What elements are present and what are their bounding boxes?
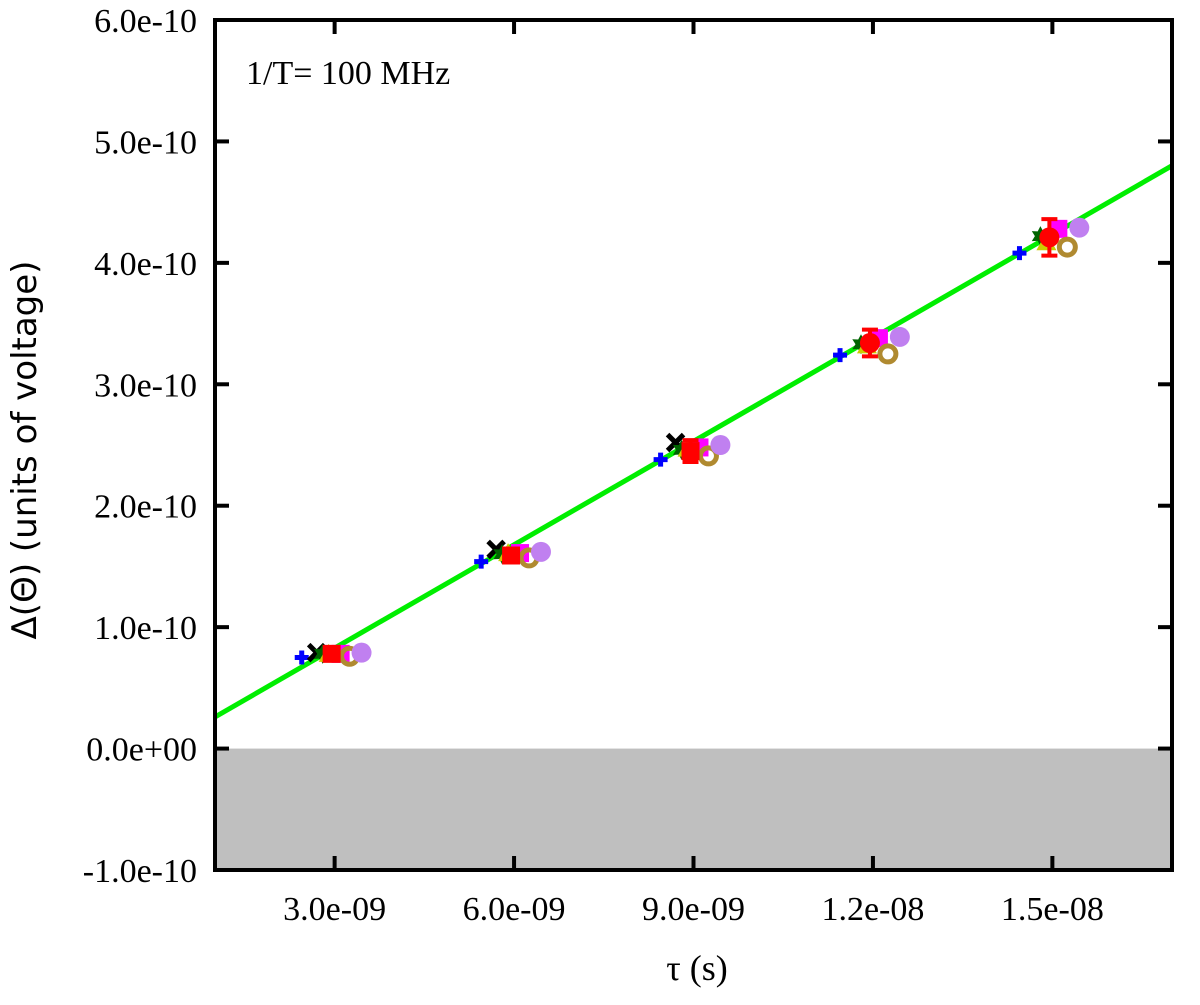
data-point-square-errorbar xyxy=(502,546,521,565)
data-point-circle xyxy=(889,326,910,347)
data-point-square-errorbar xyxy=(322,644,341,663)
x-axis-label: τ (s) xyxy=(666,948,727,988)
y-tick-label: 6.0e-10 xyxy=(94,3,197,40)
data-point-circle xyxy=(1069,217,1090,238)
data-point-plus xyxy=(474,554,489,569)
data-point-plus xyxy=(653,452,668,467)
data-point-square-errorbar xyxy=(681,442,700,461)
y-tick-label: -1.0e-10 xyxy=(83,853,197,890)
x-tick-label: 1.5e-08 xyxy=(1001,891,1104,928)
data-point-open-circle xyxy=(877,343,899,365)
y-tick-label: 0.0e+00 xyxy=(86,732,197,769)
x-tick-label: 1.2e-08 xyxy=(821,891,924,928)
y-tick-label: 2.0e-10 xyxy=(94,489,197,526)
data-point-plus xyxy=(833,348,848,363)
frequency-annotation: 1/T= 100 MHz xyxy=(246,55,450,92)
x-tick-label: 9.0e-09 xyxy=(642,891,745,928)
data-point-square-errorbar xyxy=(1039,227,1060,248)
y-tick-label: 4.0e-10 xyxy=(94,246,197,283)
x-tick-label: 3.0e-09 xyxy=(283,891,386,928)
shaded-region xyxy=(215,748,1172,870)
data-point-circle xyxy=(351,642,372,663)
y-axis-label: Δ(Θ) (units of voltage) xyxy=(5,261,45,640)
data-point-open-circle xyxy=(697,445,719,467)
data-point-circle xyxy=(710,435,731,455)
data-point-square-errorbar xyxy=(859,333,880,353)
y-tick-label: 3.0e-10 xyxy=(94,367,197,404)
data-point-plus xyxy=(294,650,309,665)
data-point-open-circle xyxy=(1056,236,1078,258)
x-tick-label: 6.0e-09 xyxy=(463,891,566,928)
y-tick-label: 5.0e-10 xyxy=(94,124,197,161)
data-point-plus xyxy=(1012,246,1027,261)
data-point-circle xyxy=(530,541,551,562)
y-tick-label: 1.0e-10 xyxy=(94,610,197,647)
